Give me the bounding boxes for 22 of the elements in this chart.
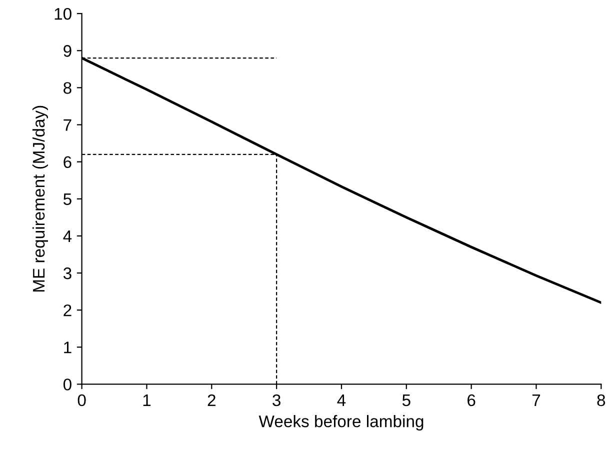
y-tick-label: 1 — [64, 342, 72, 354]
x-tick-label: 8 — [597, 394, 606, 406]
x-axis-title: Weeks before lambing — [258, 415, 424, 431]
x-tick-label: 5 — [402, 394, 410, 406]
y-tick-label: 5 — [63, 193, 72, 206]
y-tick-label: 6 — [64, 156, 72, 168]
y-tick-label: 0 — [63, 378, 72, 390]
x-tick-label: 3 — [272, 394, 280, 406]
y-tick-label: 3 — [63, 267, 72, 280]
y-tick-label: 8 — [64, 82, 72, 94]
y-axis-title: ME requirement (MJ/day) — [32, 106, 48, 292]
x-tick-label: 4 — [337, 394, 346, 406]
x-tick-label: 2 — [208, 394, 216, 406]
y-tick-label: 4 — [63, 230, 72, 242]
x-tick-label: 0 — [78, 394, 86, 406]
x-tick-label: 6 — [468, 394, 476, 406]
y-tick-label: 2 — [64, 304, 72, 316]
x-tick-label: 1 — [143, 394, 151, 406]
x-tick-label: 7 — [532, 394, 540, 406]
y-tick-label: 9 — [64, 45, 72, 57]
y-tick-label: 10 — [54, 8, 72, 20]
y-tick-label: 7 — [64, 119, 72, 131]
